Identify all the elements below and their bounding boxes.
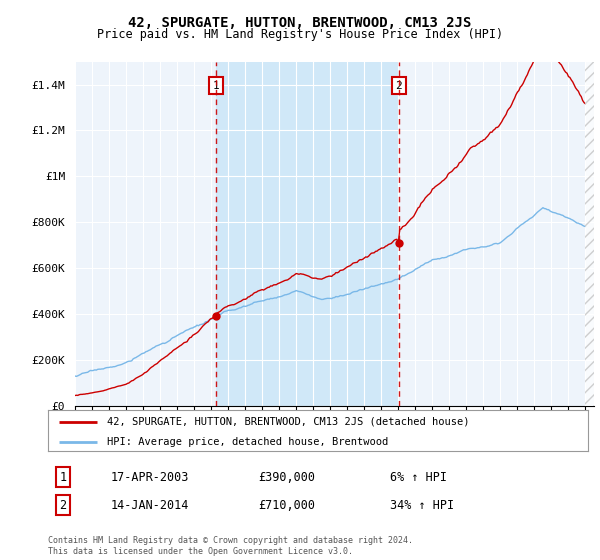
Text: Price paid vs. HM Land Registry's House Price Index (HPI): Price paid vs. HM Land Registry's House … xyxy=(97,28,503,41)
Text: 42, SPURGATE, HUTTON, BRENTWOOD, CM13 2JS (detached house): 42, SPURGATE, HUTTON, BRENTWOOD, CM13 2J… xyxy=(107,417,470,427)
Text: 42, SPURGATE, HUTTON, BRENTWOOD, CM13 2JS: 42, SPURGATE, HUTTON, BRENTWOOD, CM13 2J… xyxy=(128,16,472,30)
Text: 1: 1 xyxy=(59,470,67,484)
Text: HPI: Average price, detached house, Brentwood: HPI: Average price, detached house, Bren… xyxy=(107,437,389,447)
Text: 2: 2 xyxy=(59,498,67,512)
Text: 34% ↑ HPI: 34% ↑ HPI xyxy=(390,498,454,512)
Text: 14-JAN-2014: 14-JAN-2014 xyxy=(111,498,190,512)
Text: 1: 1 xyxy=(212,81,220,91)
Text: Contains HM Land Registry data © Crown copyright and database right 2024.
This d: Contains HM Land Registry data © Crown c… xyxy=(48,536,413,556)
Text: 17-APR-2003: 17-APR-2003 xyxy=(111,470,190,484)
Bar xyxy=(586,62,594,406)
Text: £390,000: £390,000 xyxy=(258,470,315,484)
Text: 2: 2 xyxy=(395,81,403,91)
Text: £710,000: £710,000 xyxy=(258,498,315,512)
Bar xyxy=(216,62,399,406)
Text: 6% ↑ HPI: 6% ↑ HPI xyxy=(390,470,447,484)
